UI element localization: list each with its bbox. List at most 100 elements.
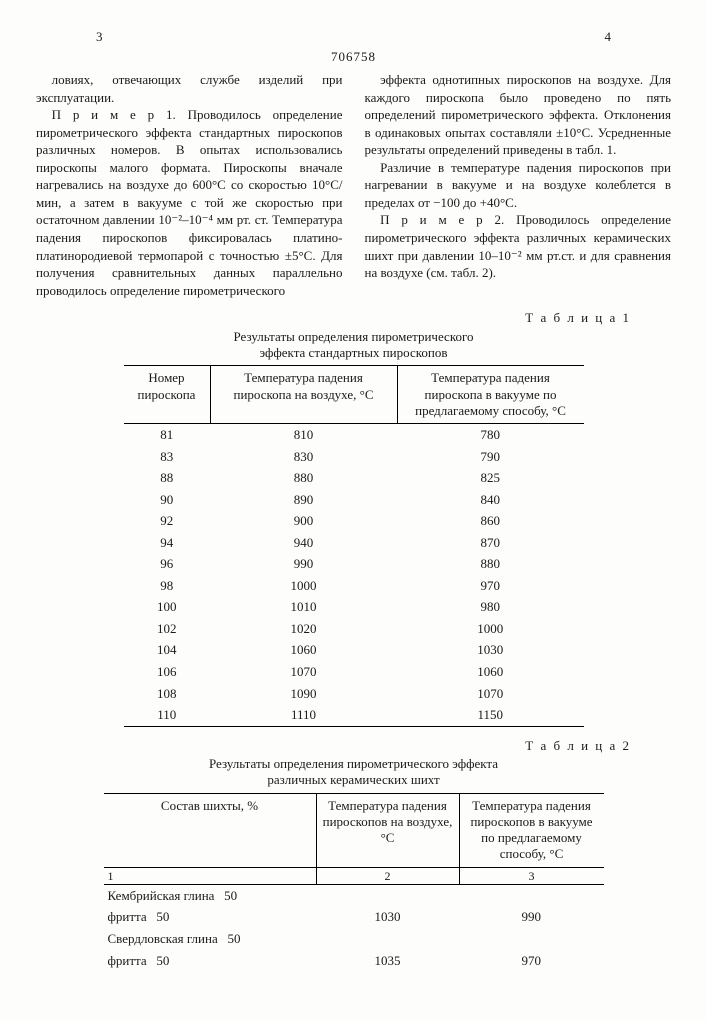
body-para: П р и м е р 1. Проводилось определение п… [36, 106, 343, 299]
body-para: ловиях, отвечающих службе изделий при эк… [36, 71, 343, 106]
table-cell: 90 [124, 489, 211, 511]
table-row: Кембрийская глина 50 [104, 884, 604, 906]
table-cell: 1020 [210, 618, 397, 640]
table-cell [316, 928, 459, 950]
table-cell: 1070 [210, 661, 397, 683]
t2-sub-c1: 1 [104, 867, 317, 884]
table-row: 10210201000 [124, 618, 584, 640]
t2-sub-c2: 2 [316, 867, 459, 884]
table1-label: Т а б л и ц а 1 [36, 309, 631, 327]
table-cell: 1060 [397, 661, 584, 683]
caption-line: Результаты определения пирометрического [233, 329, 473, 344]
table-row: Свердловская глина 50 [104, 928, 604, 950]
table-cell: 92 [124, 510, 211, 532]
table-cell: 96 [124, 553, 211, 575]
t2-head-c2: Температура падения пироскопов на воздух… [316, 793, 459, 867]
table2: Состав шихты, % Температура падения пиро… [104, 793, 604, 971]
table-cell: 840 [397, 489, 584, 511]
table-cell: 990 [459, 906, 604, 928]
table-row: 96990880 [124, 553, 584, 575]
table-cell [459, 884, 604, 906]
table-cell: 860 [397, 510, 584, 532]
caption-line: Результаты определения пирометрического … [209, 756, 498, 771]
table-cell: 900 [210, 510, 397, 532]
table-cell: 790 [397, 446, 584, 468]
t2-head-c3: Температура падения пироскопов в вакууме… [459, 793, 604, 867]
table-row: 10410601030 [124, 639, 584, 661]
t2-head-c1: Состав шихты, % [104, 793, 317, 867]
table-cell: Кембрийская глина 50 [104, 884, 317, 906]
table1-caption: Результаты определения пирометрического … [36, 329, 671, 362]
table-cell: 890 [210, 489, 397, 511]
table-cell: 1000 [210, 575, 397, 597]
table-cell: 1060 [210, 639, 397, 661]
caption-line: различных керамических шихт [267, 772, 439, 787]
table-cell: 1090 [210, 683, 397, 705]
t1-head-c1: Номер пироскопа [124, 366, 211, 424]
table-row: 10810901070 [124, 683, 584, 705]
table-cell: 970 [459, 950, 604, 972]
table-cell: 880 [210, 467, 397, 489]
table-cell: 88 [124, 467, 211, 489]
table-row: 83830790 [124, 446, 584, 468]
table-row: 11011101150 [124, 704, 584, 726]
table-cell: 880 [397, 553, 584, 575]
table-cell: 980 [397, 596, 584, 618]
table-cell: фритта 50 [104, 906, 317, 928]
table-row: 88880825 [124, 467, 584, 489]
table-cell: 100 [124, 596, 211, 618]
table-cell [316, 884, 459, 906]
table-cell: фритта 50 [104, 950, 317, 972]
page-num-left: 3 [96, 28, 103, 46]
table-cell: 970 [397, 575, 584, 597]
table-cell: 1150 [397, 704, 584, 726]
caption-line: эффекта стандартных пироскопов [260, 345, 448, 360]
table-row: 981000970 [124, 575, 584, 597]
table-row: 92900860 [124, 510, 584, 532]
table-cell: 870 [397, 532, 584, 554]
table-row: фритта 501035970 [104, 950, 604, 972]
t1-head-c3: Температура падения пироскопа в вакууме … [397, 366, 584, 424]
table-cell: 990 [210, 553, 397, 575]
table-cell: 1000 [397, 618, 584, 640]
table-cell: 108 [124, 683, 211, 705]
table-cell: 104 [124, 639, 211, 661]
table-row: 81810780 [124, 424, 584, 446]
table-cell: 1030 [316, 906, 459, 928]
table-cell: 810 [210, 424, 397, 446]
body-para: эффекта однотипных пироскопов на воздухе… [365, 71, 672, 159]
table-cell: 110 [124, 704, 211, 726]
table2-label: Т а б л и ц а 2 [36, 737, 631, 755]
table-cell: 1070 [397, 683, 584, 705]
table-row: 90890840 [124, 489, 584, 511]
table-cell: 940 [210, 532, 397, 554]
table1: Номер пироскопа Температура падения пиро… [124, 365, 584, 726]
table-cell: 830 [210, 446, 397, 468]
table-cell: 106 [124, 661, 211, 683]
patent-number: 706758 [36, 48, 671, 66]
table-cell: 1030 [397, 639, 584, 661]
table-cell: 1010 [210, 596, 397, 618]
table-cell: 825 [397, 467, 584, 489]
t2-sub-c3: 3 [459, 867, 604, 884]
table-cell: 1035 [316, 950, 459, 972]
table-cell: 98 [124, 575, 211, 597]
table-cell: Свердловская глина 50 [104, 928, 317, 950]
table-row: 1001010980 [124, 596, 584, 618]
table-row: 94940870 [124, 532, 584, 554]
table-row: фритта 501030990 [104, 906, 604, 928]
body-para: Различие в температуре падения пироскопо… [365, 159, 672, 212]
table-row: 10610701060 [124, 661, 584, 683]
table-cell: 94 [124, 532, 211, 554]
table2-caption: Результаты определения пирометрического … [36, 756, 671, 789]
table-cell: 780 [397, 424, 584, 446]
table-cell: 81 [124, 424, 211, 446]
table-cell: 83 [124, 446, 211, 468]
table-cell: 102 [124, 618, 211, 640]
body-para: П р и м е р 2. Проводилось определение п… [365, 211, 672, 281]
page-num-right: 4 [605, 28, 612, 46]
table-cell: 1110 [210, 704, 397, 726]
body-text: ловиях, отвечающих службе изделий при эк… [36, 71, 671, 299]
table-cell [459, 928, 604, 950]
t1-head-c2: Температура падения пироскопа на воздухе… [210, 366, 397, 424]
